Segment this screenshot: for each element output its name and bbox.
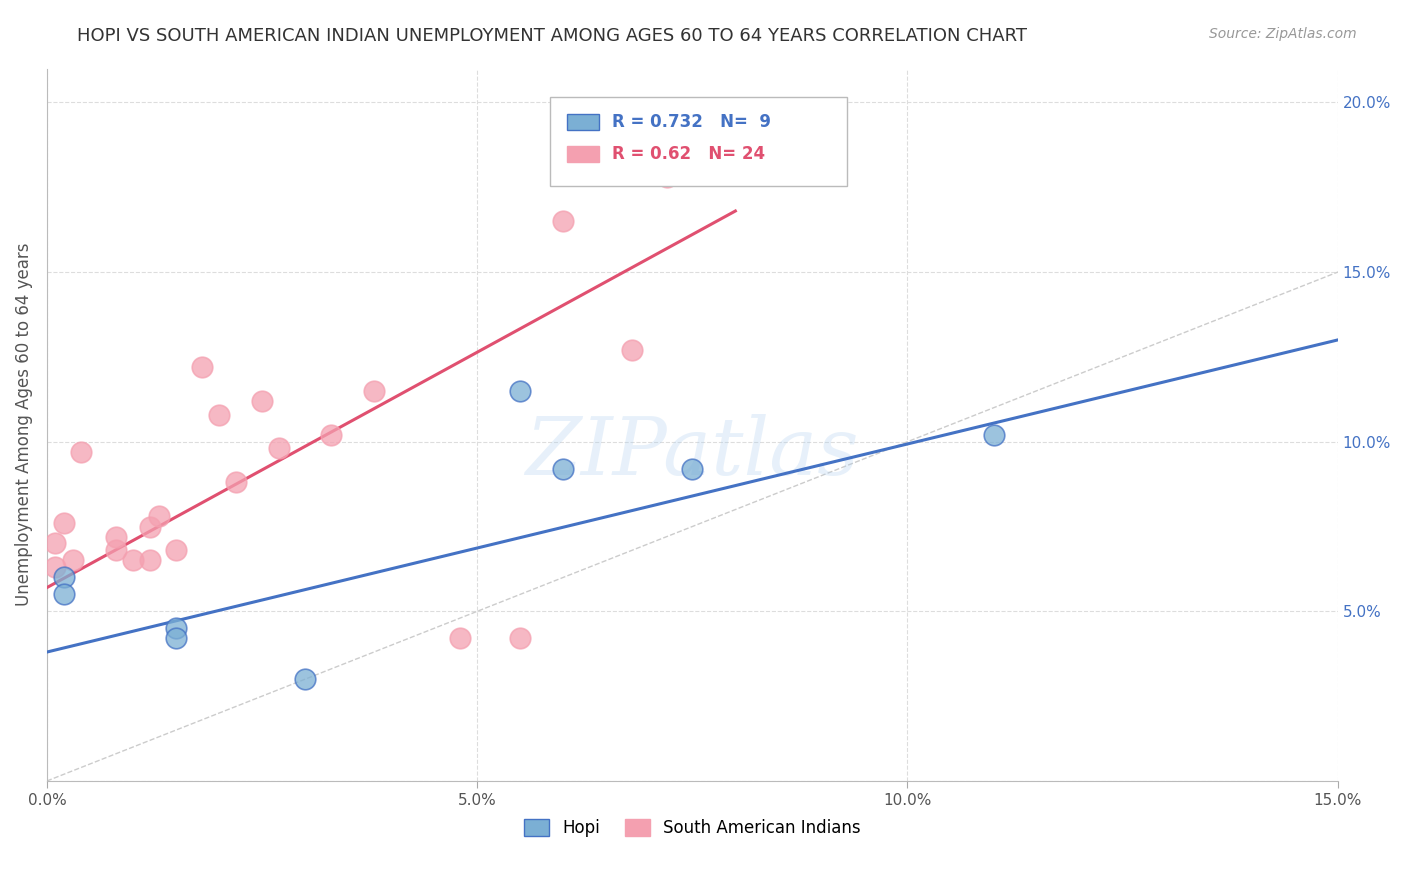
- Point: [165, 543, 187, 558]
- Point: [62, 553, 84, 567]
- Point: [681, 462, 703, 476]
- Point: [269, 442, 291, 456]
- Point: [509, 632, 531, 646]
- Point: [165, 632, 187, 646]
- Point: [191, 360, 214, 375]
- Point: [363, 384, 385, 398]
- Point: [655, 170, 678, 185]
- Text: R = 0.732   N=  9: R = 0.732 N= 9: [612, 113, 772, 131]
- Point: [44, 536, 66, 550]
- Point: [70, 445, 93, 459]
- Point: [104, 543, 127, 558]
- Point: [139, 519, 162, 533]
- Y-axis label: Unemployment Among Ages 60 to 64 years: Unemployment Among Ages 60 to 64 years: [15, 243, 32, 607]
- Point: [621, 343, 644, 357]
- Point: [148, 509, 170, 524]
- Point: [53, 516, 76, 530]
- Point: [139, 553, 162, 567]
- Point: [104, 530, 127, 544]
- FancyBboxPatch shape: [567, 146, 599, 161]
- Text: R = 0.62   N= 24: R = 0.62 N= 24: [612, 145, 765, 163]
- Point: [294, 672, 316, 686]
- Text: Source: ZipAtlas.com: Source: ZipAtlas.com: [1209, 27, 1357, 41]
- Point: [53, 587, 76, 601]
- Point: [983, 428, 1005, 442]
- Point: [449, 632, 471, 646]
- Point: [208, 408, 231, 422]
- Point: [553, 214, 575, 228]
- FancyBboxPatch shape: [567, 114, 599, 130]
- Point: [319, 428, 342, 442]
- Point: [44, 560, 66, 574]
- Point: [225, 475, 247, 490]
- Point: [165, 621, 187, 635]
- Point: [509, 384, 531, 398]
- Text: ZIPatlas: ZIPatlas: [526, 415, 859, 492]
- Point: [250, 394, 273, 409]
- Point: [553, 462, 575, 476]
- FancyBboxPatch shape: [550, 97, 848, 186]
- Text: HOPI VS SOUTH AMERICAN INDIAN UNEMPLOYMENT AMONG AGES 60 TO 64 YEARS CORRELATION: HOPI VS SOUTH AMERICAN INDIAN UNEMPLOYME…: [77, 27, 1028, 45]
- Legend: Hopi, South American Indians: Hopi, South American Indians: [517, 813, 868, 844]
- Point: [53, 570, 76, 584]
- Point: [122, 553, 145, 567]
